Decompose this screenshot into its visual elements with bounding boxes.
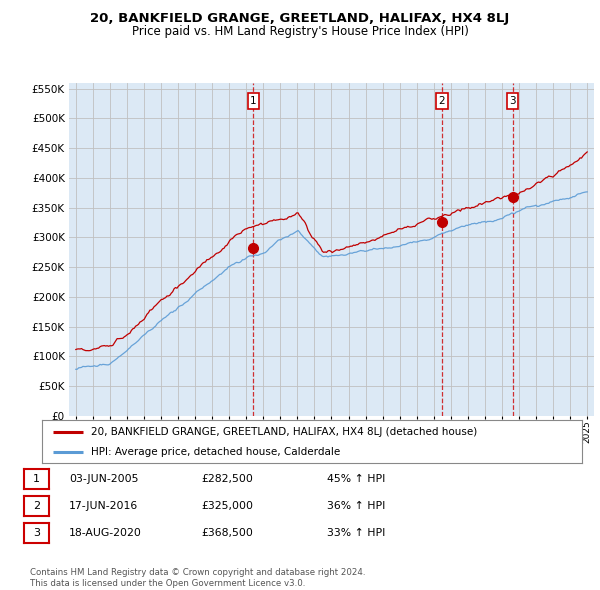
Text: 2: 2 (33, 502, 40, 511)
Text: 20, BANKFIELD GRANGE, GREETLAND, HALIFAX, HX4 8LJ: 20, BANKFIELD GRANGE, GREETLAND, HALIFAX… (91, 12, 509, 25)
Text: 03-JUN-2005: 03-JUN-2005 (69, 474, 139, 484)
Text: £282,500: £282,500 (201, 474, 253, 484)
Text: 3: 3 (33, 529, 40, 538)
Text: £368,500: £368,500 (201, 529, 253, 538)
Text: 33% ↑ HPI: 33% ↑ HPI (327, 529, 385, 538)
Text: Price paid vs. HM Land Registry's House Price Index (HPI): Price paid vs. HM Land Registry's House … (131, 25, 469, 38)
Text: 1: 1 (33, 474, 40, 484)
Text: 17-JUN-2016: 17-JUN-2016 (69, 502, 138, 511)
Text: 20, BANKFIELD GRANGE, GREETLAND, HALIFAX, HX4 8LJ (detached house): 20, BANKFIELD GRANGE, GREETLAND, HALIFAX… (91, 427, 477, 437)
Text: 3: 3 (509, 96, 516, 106)
Text: Contains HM Land Registry data © Crown copyright and database right 2024.
This d: Contains HM Land Registry data © Crown c… (30, 568, 365, 588)
Text: £325,000: £325,000 (201, 502, 253, 511)
Text: 18-AUG-2020: 18-AUG-2020 (69, 529, 142, 538)
Text: HPI: Average price, detached house, Calderdale: HPI: Average price, detached house, Cald… (91, 447, 340, 457)
Text: 36% ↑ HPI: 36% ↑ HPI (327, 502, 385, 511)
Text: 1: 1 (250, 96, 257, 106)
Text: 2: 2 (439, 96, 445, 106)
Text: 45% ↑ HPI: 45% ↑ HPI (327, 474, 385, 484)
